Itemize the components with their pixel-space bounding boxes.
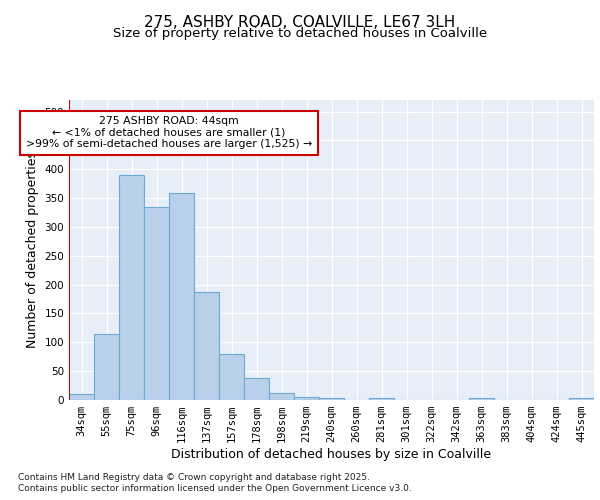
Bar [294, 396, 319, 400]
Bar [194, 292, 219, 400]
Text: 275, ASHBY ROAD, COALVILLE, LE67 3LH: 275, ASHBY ROAD, COALVILLE, LE67 3LH [145, 15, 455, 30]
Text: Contains HM Land Registry data © Crown copyright and database right 2025.: Contains HM Land Registry data © Crown c… [18, 472, 370, 482]
Bar [219, 354, 244, 400]
Bar [244, 378, 269, 400]
X-axis label: Distribution of detached houses by size in Coalville: Distribution of detached houses by size … [172, 448, 491, 461]
Bar [119, 175, 144, 400]
Bar [569, 398, 594, 400]
Bar [144, 206, 169, 400]
Bar [319, 398, 344, 400]
Bar [269, 393, 294, 400]
Text: Size of property relative to detached houses in Coalville: Size of property relative to detached ho… [113, 28, 487, 40]
Bar [69, 394, 94, 400]
Bar [369, 398, 394, 400]
Bar [94, 334, 119, 400]
Text: 275 ASHBY ROAD: 44sqm
← <1% of detached houses are smaller (1)
>99% of semi-deta: 275 ASHBY ROAD: 44sqm ← <1% of detached … [26, 116, 312, 150]
Bar [169, 194, 194, 400]
Text: Contains public sector information licensed under the Open Government Licence v3: Contains public sector information licen… [18, 484, 412, 493]
Y-axis label: Number of detached properties: Number of detached properties [26, 152, 39, 348]
Bar [469, 398, 494, 400]
